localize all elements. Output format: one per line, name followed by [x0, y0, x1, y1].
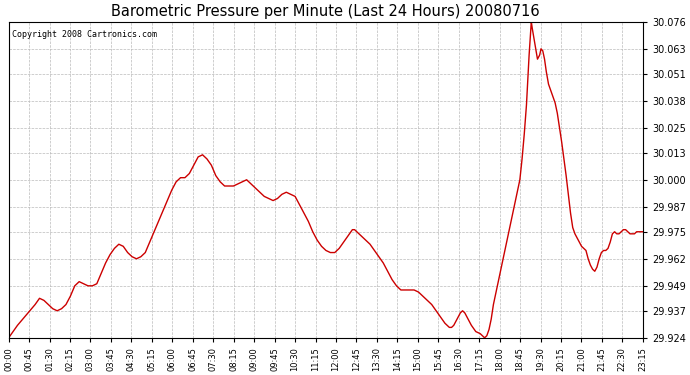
Text: Copyright 2008 Cartronics.com: Copyright 2008 Cartronics.com — [12, 30, 157, 39]
Title: Barometric Pressure per Minute (Last 24 Hours) 20080716: Barometric Pressure per Minute (Last 24 … — [111, 4, 540, 19]
